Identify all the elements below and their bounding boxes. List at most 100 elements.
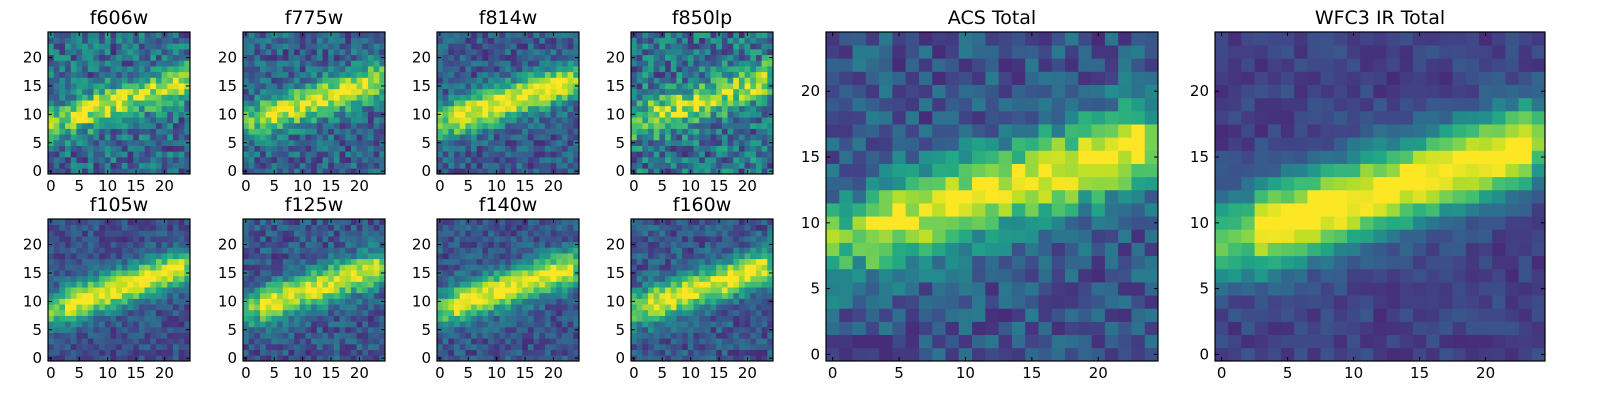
heatmap-cell xyxy=(659,275,666,282)
heatmap-cell xyxy=(288,281,295,288)
heatmap-cell xyxy=(76,275,83,282)
heatmap-cell xyxy=(345,338,352,345)
heatmap-cell xyxy=(150,326,157,333)
heatmap-cell xyxy=(254,230,261,237)
heatmap-cell xyxy=(693,88,700,95)
heatmap-cell xyxy=(733,326,740,333)
heatmap-cell xyxy=(642,343,649,350)
heatmap-cell xyxy=(505,236,512,243)
heatmap-cell xyxy=(510,71,517,78)
heatmap-cell xyxy=(687,105,694,112)
y-tick-label: 0 xyxy=(32,349,42,367)
heatmap-cell xyxy=(454,66,461,73)
heatmap-cell xyxy=(178,100,185,107)
heatmap-cell xyxy=(248,247,255,254)
heatmap-cell xyxy=(82,134,89,141)
x-tick-label: 5 xyxy=(269,177,279,195)
heatmap-cell xyxy=(687,37,694,44)
heatmap-cell xyxy=(556,309,563,316)
heatmap-cell xyxy=(544,139,551,146)
heatmap-cell xyxy=(87,258,94,265)
heatmap-cell xyxy=(254,298,261,305)
heatmap-cell xyxy=(333,230,340,237)
heatmap-cell xyxy=(459,54,466,61)
heatmap-cell xyxy=(144,264,151,271)
heatmap-cell xyxy=(710,77,717,84)
heatmap-cell xyxy=(510,355,517,362)
heatmap-cell xyxy=(465,66,472,73)
heatmap-cell xyxy=(53,315,60,322)
heatmap-cell xyxy=(716,77,723,84)
heatmap-cell xyxy=(121,156,128,163)
heatmap-cell xyxy=(550,281,557,288)
heatmap-cell xyxy=(721,117,728,124)
heatmap-cell xyxy=(510,281,517,288)
heatmap-cell xyxy=(172,83,179,90)
heatmap-cell xyxy=(167,71,174,78)
heatmap-cell xyxy=(161,258,168,265)
heatmap-cell xyxy=(505,145,512,152)
heatmap-cell xyxy=(53,224,60,231)
heatmap-cell xyxy=(260,168,267,175)
heatmap-cell xyxy=(471,43,478,50)
heatmap-cell xyxy=(465,88,472,95)
heatmap-cell xyxy=(561,338,568,345)
heatmap-cell xyxy=(282,66,289,73)
heatmap-cell xyxy=(121,224,128,231)
heatmap-cell xyxy=(339,117,346,124)
heatmap-cell xyxy=(172,37,179,44)
heatmap-cell xyxy=(379,100,386,107)
panel-title: f814w xyxy=(479,7,538,29)
heatmap-cell xyxy=(271,111,278,118)
heatmap-cell xyxy=(167,66,174,73)
heatmap-cell xyxy=(150,270,157,277)
heatmap-cell xyxy=(362,287,369,294)
heatmap-cell xyxy=(539,349,546,356)
heatmap-cell xyxy=(476,275,483,282)
heatmap-cell xyxy=(721,355,728,362)
heatmap-cell xyxy=(567,145,574,152)
heatmap-cell xyxy=(350,264,357,271)
heatmap-cell xyxy=(636,292,643,299)
heatmap-cell xyxy=(454,315,461,322)
heatmap-cell xyxy=(161,332,168,339)
heatmap-cell xyxy=(155,292,162,299)
heatmap-cell xyxy=(539,292,546,299)
heatmap-cell xyxy=(499,54,506,61)
heatmap-cell xyxy=(155,49,162,56)
heatmap-cell xyxy=(499,292,506,299)
heatmap-cell xyxy=(561,253,568,260)
heatmap-cell xyxy=(642,145,649,152)
heatmap-cell xyxy=(648,321,655,328)
heatmap-cell xyxy=(544,145,551,152)
heatmap-cell xyxy=(172,77,179,84)
heatmap-cell xyxy=(516,162,523,169)
heatmap-cell xyxy=(567,105,574,112)
heatmap-cell xyxy=(561,156,568,163)
heatmap-cell xyxy=(254,77,261,84)
heatmap-cell xyxy=(161,162,168,169)
heatmap-cell xyxy=(87,54,94,61)
heatmap-cell xyxy=(288,88,295,95)
heatmap-cell xyxy=(121,247,128,254)
heatmap-cell xyxy=(116,83,123,90)
heatmap-cell xyxy=(243,43,250,50)
heatmap-cell xyxy=(345,66,352,73)
heatmap-cell xyxy=(676,111,683,118)
heatmap-cell xyxy=(659,326,666,333)
heatmap-cell xyxy=(294,60,301,67)
heatmap-cell xyxy=(670,71,677,78)
heatmap-cell xyxy=(631,162,638,169)
heatmap-cell xyxy=(356,139,363,146)
heatmap-cell xyxy=(367,32,374,39)
heatmap-cell xyxy=(448,309,455,316)
heatmap-cell xyxy=(373,332,380,339)
heatmap-cell xyxy=(93,264,100,271)
heatmap-cell xyxy=(328,60,335,67)
heatmap-cell xyxy=(288,315,295,322)
heatmap-cell xyxy=(155,338,162,345)
heatmap-cell xyxy=(448,332,455,339)
heatmap-cell xyxy=(755,292,762,299)
heatmap-cell xyxy=(642,105,649,112)
heatmap-cell xyxy=(459,151,466,158)
